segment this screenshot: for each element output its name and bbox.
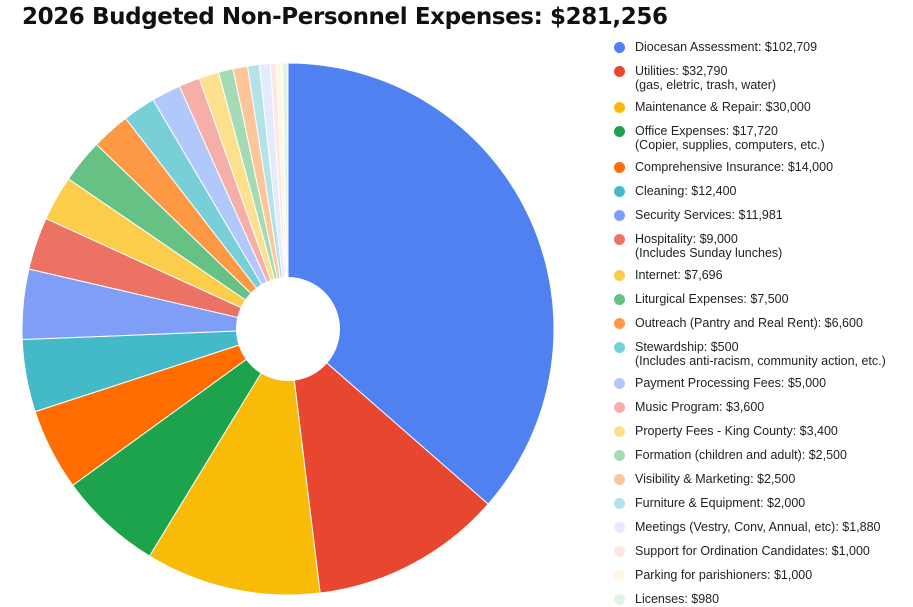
legend-label-main: Meetings (Vestry, Conv, Annual, etc): $1… xyxy=(635,520,881,534)
legend-label: Parking for parishioners: $1,000 xyxy=(635,568,812,582)
pie-slices xyxy=(21,62,555,596)
legend-label: Licenses: $980 xyxy=(635,592,719,606)
legend-label-main: Diocesan Assessment: $102,709 xyxy=(635,40,818,54)
legend-label: Internet: $7,696 xyxy=(635,268,723,282)
legend-label-main: Visibility & Marketing: $2,500 xyxy=(635,472,796,486)
legend-label-main: Outreach (Pantry and Real Rent): $6,600 xyxy=(635,316,863,330)
legend-swatch xyxy=(614,342,625,353)
legend-swatch xyxy=(614,270,625,281)
legend-label: Office Expenses: $17,720 (Copier, supplie… xyxy=(635,124,825,152)
legend-label: Outreach (Pantry and Real Rent): $6,600 xyxy=(635,316,863,330)
legend-label-main: Licenses: $980 xyxy=(635,592,720,606)
legend-label: Payment Processing Fees: $5,000 xyxy=(635,376,826,390)
legend-label-main: Utilities: $32,790 xyxy=(635,64,728,78)
legend-swatch xyxy=(614,294,625,305)
legend-label: Diocesan Assessment: $102,709 xyxy=(635,40,817,54)
legend-label-main: Music Program: $3,600 xyxy=(635,400,765,414)
legend-label: Property Fees - King County: $3,400 xyxy=(635,424,838,438)
pie-slice xyxy=(148,327,321,596)
legend-swatch xyxy=(614,210,625,221)
pie-center-hole xyxy=(236,277,340,381)
legend-label-main: Office Expenses: $17,720 xyxy=(635,124,778,138)
legend-swatch xyxy=(614,186,625,197)
legend-label-main: Formation (children and adult): $2,500 xyxy=(635,448,847,462)
legend-swatch xyxy=(614,594,625,605)
pie-slice xyxy=(287,62,555,505)
legend-label: Utilities: $32,790 (gas, eletric, trash, … xyxy=(635,64,776,92)
legend-swatch xyxy=(614,402,625,413)
legend-swatch xyxy=(614,426,625,437)
legend-label: Visibility & Marketing: $2,500 xyxy=(635,472,795,486)
legend-label: Formation (children and adult): $2,500 xyxy=(635,448,847,462)
legend-label: Stewardship: $500 (Includes anti-racism, … xyxy=(635,340,886,368)
legend-label: Furniture & Equipment: $2,000 xyxy=(635,496,805,510)
legend-swatch xyxy=(614,378,625,389)
legend-swatch xyxy=(614,126,625,137)
legend-swatch xyxy=(614,450,625,461)
legend-label-main: Hospitality: $9,000 xyxy=(635,232,738,246)
legend-label: Liturgical Expenses: $7,500 xyxy=(635,292,789,306)
legend-label: Meetings (Vestry, Conv, Annual, etc): $1… xyxy=(635,520,881,534)
legend-label-main: Payment Processing Fees: $5,000 xyxy=(635,376,827,390)
legend-swatch xyxy=(614,546,625,557)
legend-swatch xyxy=(614,318,625,329)
legend-label-main: Support for Ordination Candidates: $1,00… xyxy=(635,544,870,558)
legend-label: Maintenance & Repair: $30,000 xyxy=(635,100,811,114)
legend-label: Support for Ordination Candidates: $1,00… xyxy=(635,544,870,558)
legend-label-main: Furniture & Equipment: $2,000 xyxy=(635,496,806,510)
legend-swatch xyxy=(614,498,625,509)
legend-label-main: Property Fees - King County: $3,400 xyxy=(635,424,838,438)
legend-label-main: Internet: $7,696 xyxy=(635,268,723,282)
legend-swatch xyxy=(614,474,625,485)
legend-label-main: Security Services: $11,981 xyxy=(635,208,783,222)
legend-swatch xyxy=(614,162,625,173)
legend-label: Security Services: $11,981 xyxy=(635,208,783,222)
legend-label-main: Cleaning: $12,400 xyxy=(635,184,737,198)
legend-swatch xyxy=(614,522,625,533)
pie-slice xyxy=(287,327,489,594)
legend-label-note: (Copier, supplies, computers, etc.) xyxy=(635,138,825,152)
legend-swatch xyxy=(614,234,625,245)
legend-label-main: Parking for parishioners: $1,000 xyxy=(635,568,813,582)
legend-label-note: (Includes anti-racism, community action,… xyxy=(635,354,886,368)
legend-label-main: Comprehensive Insurance: $14,000 xyxy=(635,160,834,174)
legend-label-main: Liturgical Expenses: $7,500 xyxy=(635,292,789,306)
legend-label-note: (gas, eletric, trash, water) xyxy=(635,78,777,92)
legend-label-main: Stewardship: $500 xyxy=(635,340,739,354)
legend-label: Music Program: $3,600 xyxy=(635,400,764,414)
pie-slice xyxy=(281,62,289,330)
pie-chart xyxy=(21,62,555,596)
legend-label: Hospitality: $9,000 (Includes Sunday lunc… xyxy=(635,232,782,260)
legend-swatch xyxy=(614,66,625,77)
legend-label: Comprehensive Insurance: $14,000 xyxy=(635,160,833,174)
legend-label-main: Maintenance & Repair: $30,000 xyxy=(635,100,811,114)
legend-swatch xyxy=(614,42,625,53)
legend-label-note: (Includes Sunday lunches) xyxy=(635,246,783,260)
legend-label: Cleaning: $12,400 xyxy=(635,184,736,198)
legend-swatch xyxy=(614,102,625,113)
chart-title: 2026 Budgeted Non-Personnel Expenses: $2… xyxy=(22,4,668,30)
legend-swatch xyxy=(614,570,625,581)
